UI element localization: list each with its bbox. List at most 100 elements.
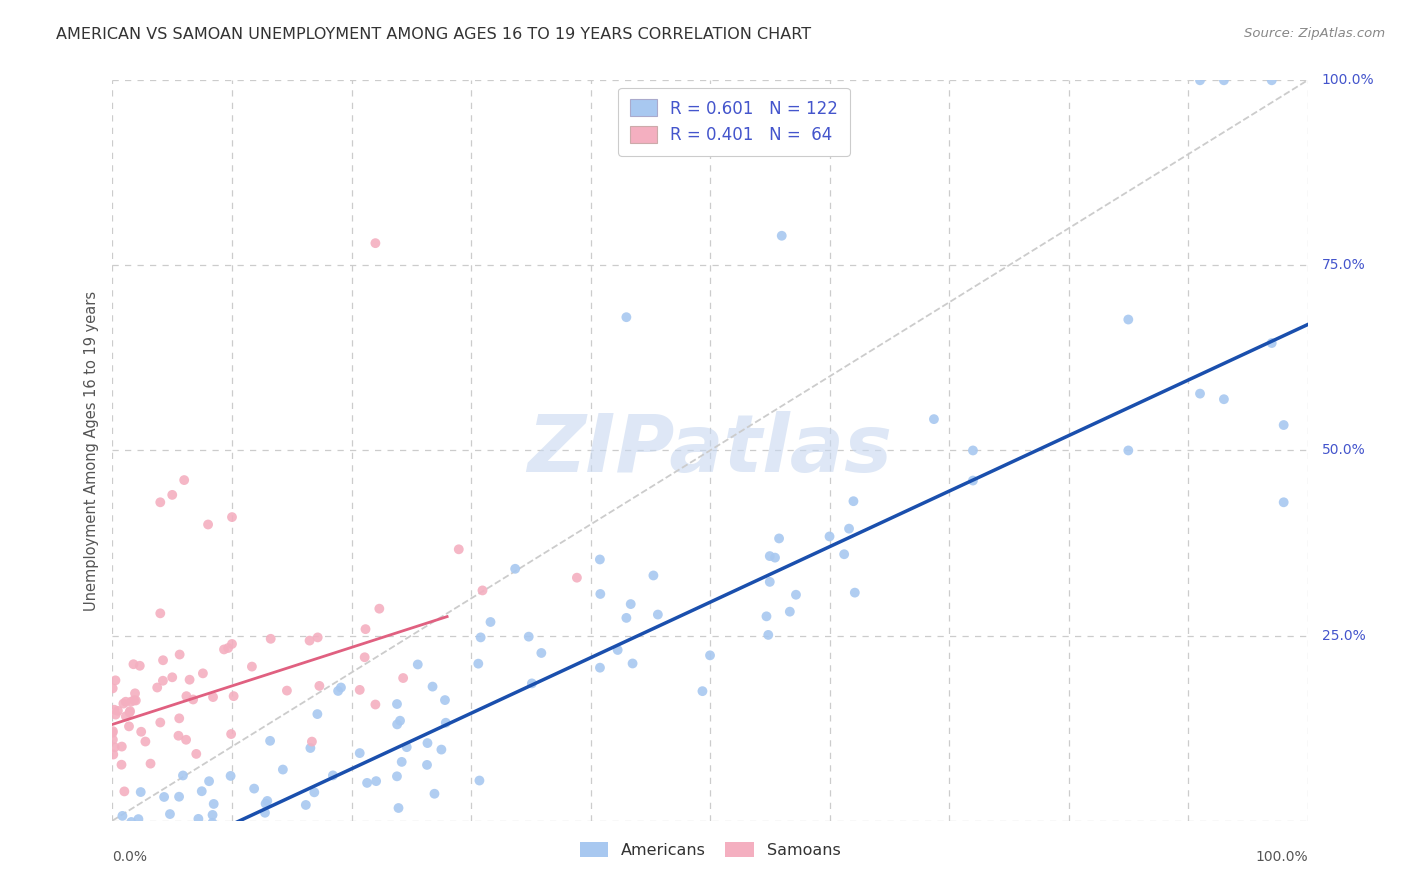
Point bbox=[169, 648, 191, 662]
Point bbox=[307, 707, 329, 722]
Text: ZIPatlas: ZIPatlas bbox=[527, 411, 893, 490]
Point bbox=[385, 769, 408, 783]
Point bbox=[224, 860, 246, 874]
Point bbox=[249, 835, 271, 849]
Point bbox=[699, 648, 721, 663]
Point bbox=[759, 574, 782, 589]
Point bbox=[111, 739, 134, 754]
Point bbox=[115, 709, 138, 723]
Point bbox=[392, 671, 415, 685]
Point bbox=[416, 758, 439, 772]
Point bbox=[1189, 73, 1212, 87]
Point bbox=[298, 633, 321, 648]
Point bbox=[1272, 417, 1295, 432]
Point bbox=[503, 562, 526, 576]
Point bbox=[517, 630, 540, 644]
Point bbox=[104, 740, 127, 755]
Point bbox=[770, 228, 793, 243]
Point bbox=[271, 763, 294, 777]
Point bbox=[467, 657, 489, 671]
Point bbox=[152, 870, 174, 884]
Point bbox=[222, 689, 245, 703]
Point bbox=[143, 884, 166, 892]
Point bbox=[416, 736, 439, 750]
Point bbox=[139, 756, 162, 771]
Point bbox=[127, 812, 149, 826]
Point bbox=[832, 547, 855, 561]
Point bbox=[423, 787, 446, 801]
Point bbox=[247, 854, 270, 868]
Point bbox=[253, 805, 276, 820]
Point bbox=[471, 583, 494, 598]
Point bbox=[231, 879, 253, 892]
Point bbox=[842, 494, 865, 508]
Point bbox=[785, 588, 807, 602]
Point bbox=[104, 707, 127, 722]
Point bbox=[620, 597, 643, 611]
Point bbox=[167, 729, 190, 743]
Point bbox=[520, 676, 543, 690]
Point bbox=[387, 801, 409, 815]
Point bbox=[1213, 392, 1236, 407]
Point bbox=[322, 768, 344, 782]
Point bbox=[114, 695, 136, 709]
Point bbox=[1261, 73, 1284, 87]
Point bbox=[141, 834, 163, 848]
Point bbox=[364, 698, 387, 712]
Point bbox=[118, 706, 141, 720]
Point bbox=[385, 717, 408, 731]
Point bbox=[1261, 336, 1284, 351]
Point bbox=[304, 785, 326, 799]
Point bbox=[152, 673, 174, 688]
Point bbox=[616, 611, 638, 625]
Point bbox=[153, 789, 176, 804]
Text: 100.0%: 100.0% bbox=[1256, 850, 1308, 864]
Point bbox=[589, 587, 612, 601]
Point bbox=[202, 690, 225, 704]
Point bbox=[763, 550, 786, 565]
Point bbox=[172, 768, 194, 782]
Point bbox=[254, 797, 277, 811]
Point bbox=[122, 657, 145, 672]
Point bbox=[565, 571, 588, 585]
Text: 25.0%: 25.0% bbox=[1322, 629, 1365, 642]
Point bbox=[422, 680, 444, 694]
Point bbox=[149, 715, 172, 730]
Point bbox=[434, 715, 457, 730]
Point bbox=[756, 628, 779, 642]
Point bbox=[391, 755, 413, 769]
Point bbox=[110, 825, 132, 839]
Point bbox=[149, 495, 172, 509]
Point bbox=[103, 747, 125, 762]
Point bbox=[307, 631, 329, 645]
Point bbox=[276, 683, 298, 698]
Point bbox=[468, 773, 491, 788]
Point bbox=[395, 740, 418, 755]
Point bbox=[349, 746, 371, 760]
Point bbox=[131, 849, 153, 863]
Point bbox=[254, 869, 277, 883]
Point bbox=[120, 695, 142, 709]
Point bbox=[349, 682, 371, 697]
Point bbox=[385, 697, 408, 711]
Point bbox=[202, 797, 225, 811]
Point bbox=[157, 865, 180, 880]
Point bbox=[198, 774, 221, 789]
Point bbox=[149, 607, 172, 621]
Point bbox=[364, 236, 387, 251]
Point bbox=[366, 774, 388, 789]
Point bbox=[259, 734, 281, 748]
Point bbox=[479, 615, 502, 629]
Point bbox=[1189, 386, 1212, 401]
Point bbox=[1118, 443, 1140, 458]
Point bbox=[146, 681, 169, 695]
Point bbox=[101, 681, 124, 696]
Point bbox=[406, 657, 429, 672]
Point bbox=[922, 412, 945, 426]
Point bbox=[115, 831, 138, 846]
Point bbox=[1213, 73, 1236, 87]
Point bbox=[433, 693, 456, 707]
Point bbox=[301, 734, 323, 748]
Point bbox=[117, 838, 139, 853]
Point bbox=[356, 776, 378, 790]
